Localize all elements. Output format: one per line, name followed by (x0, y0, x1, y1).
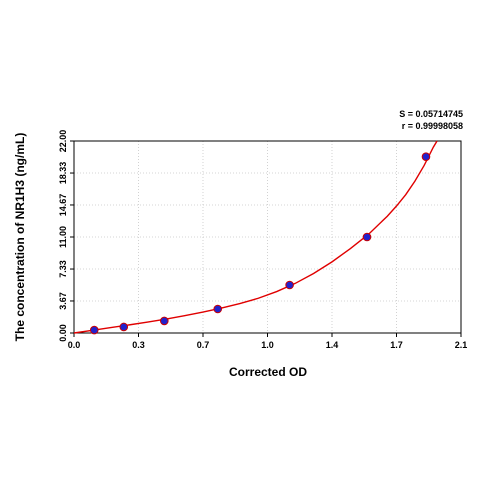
y-axis-label: The concentration of NR1H3 (ng/mL) (13, 133, 27, 342)
axes (70, 140, 462, 337)
data-point (160, 316, 169, 326)
y-tick-label: 0.00 (58, 324, 68, 342)
data-point (89, 325, 99, 335)
x-tick-label: 2.1 (455, 340, 468, 350)
x-tick-label: 1.4 (326, 340, 339, 350)
y-tick-label: 14.67 (58, 194, 68, 217)
grid-lines (74, 140, 462, 333)
data-point (213, 304, 223, 314)
x-tick-label: 0.7 (197, 340, 210, 350)
y-tick-label: 7.33 (58, 260, 68, 278)
fit-curve-group (73, 140, 438, 334)
x-tick-label: 1.0 (261, 340, 274, 350)
fit-curve (73, 140, 438, 334)
x-tick-label: 0.0 (68, 340, 81, 350)
x-tick-label: 0.3 (132, 340, 145, 350)
tick-labels: 0.0 0.3 0.7 1.0 1.4 1.7 2.1 0.00 3.67 7.33 11.00 14… (58, 130, 467, 350)
y-tick-label: 22.00 (58, 130, 68, 153)
y-tick-label: 3.67 (58, 292, 68, 310)
r-value-label: r = 0.99998058 (402, 121, 463, 131)
data-point (421, 152, 431, 162)
data-point (362, 232, 372, 242)
data-point (285, 280, 294, 290)
data-point (119, 322, 129, 332)
s-value-label: S = 0.05714745 (399, 109, 463, 119)
x-tick-label: 1.7 (390, 340, 403, 350)
y-tick-label: 18.33 (58, 162, 68, 185)
x-axis-label: Corrected OD (229, 365, 307, 379)
data-points (89, 152, 431, 335)
y-tick-label: 11.00 (58, 226, 68, 248)
